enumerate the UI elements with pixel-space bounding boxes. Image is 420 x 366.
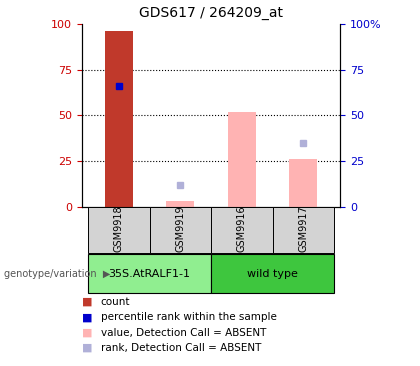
Text: ■: ■ <box>82 343 92 353</box>
Bar <box>273 207 334 253</box>
Text: ■: ■ <box>82 312 92 322</box>
Bar <box>105 31 133 207</box>
Text: ■: ■ <box>82 297 92 307</box>
Bar <box>211 207 273 253</box>
Text: percentile rank within the sample: percentile rank within the sample <box>101 312 277 322</box>
Text: 35S.AtRALF1-1: 35S.AtRALF1-1 <box>108 269 191 279</box>
Bar <box>211 254 334 293</box>
Text: count: count <box>101 297 130 307</box>
Bar <box>228 112 256 207</box>
Text: wild type: wild type <box>247 269 298 279</box>
Text: GSM9917: GSM9917 <box>298 205 308 252</box>
Bar <box>150 207 211 253</box>
Text: genotype/variation  ▶: genotype/variation ▶ <box>4 269 110 279</box>
Text: GSM9919: GSM9919 <box>175 205 185 252</box>
Text: ■: ■ <box>82 328 92 338</box>
Bar <box>166 201 194 207</box>
Text: rank, Detection Call = ABSENT: rank, Detection Call = ABSENT <box>101 343 261 353</box>
Bar <box>88 254 211 293</box>
Bar <box>289 159 317 207</box>
Bar <box>88 207 150 253</box>
Text: GSM9918: GSM9918 <box>114 205 124 252</box>
Text: value, Detection Call = ABSENT: value, Detection Call = ABSENT <box>101 328 266 338</box>
Title: GDS617 / 264209_at: GDS617 / 264209_at <box>139 6 283 20</box>
Text: GSM9916: GSM9916 <box>237 205 247 252</box>
